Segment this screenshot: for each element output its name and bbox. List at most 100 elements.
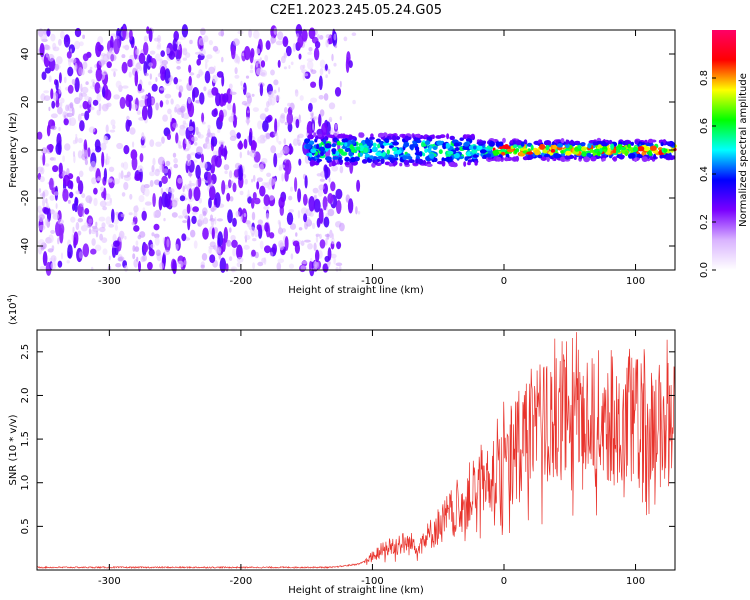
noise-mark: [129, 193, 133, 200]
noise-mark: [212, 150, 218, 156]
noise-mark: [89, 66, 93, 71]
noise-mark: [257, 261, 264, 267]
noise-mark: [263, 257, 267, 265]
noise-mark: [215, 92, 221, 107]
noise-mark: [50, 33, 56, 42]
noise-mark: [138, 195, 145, 203]
noise-mark: [295, 232, 298, 237]
noise-mark: [303, 213, 308, 223]
signal-mark: [581, 147, 587, 151]
noise-mark: [111, 208, 115, 223]
noise-mark: [155, 102, 159, 111]
noise-mark: [124, 235, 127, 240]
signal-mark: [471, 149, 478, 154]
noise-mark: [185, 215, 189, 220]
snr-marks: [36, 332, 676, 570]
signal-mark: [377, 132, 385, 138]
noise-mark: [251, 249, 256, 257]
noise-mark: [313, 242, 317, 252]
noise-mark: [172, 259, 177, 275]
noise-mark: [99, 200, 107, 208]
noise-mark: [94, 244, 102, 252]
noise-mark: [264, 245, 271, 254]
signal-mark: [382, 151, 386, 156]
noise-mark: [165, 160, 171, 166]
noise-mark: [311, 222, 316, 230]
noise-mark: [208, 66, 216, 75]
signal-mark: [599, 147, 603, 154]
noise-mark: [278, 86, 280, 93]
noise-mark: [45, 45, 51, 51]
signal-mark: [602, 157, 606, 162]
signal-mark: [344, 142, 348, 147]
noise-mark: [164, 93, 172, 99]
noise-mark: [41, 147, 48, 155]
signal-mark: [641, 156, 648, 163]
noise-mark: [143, 61, 148, 76]
noise-mark: [184, 184, 188, 190]
noise-mark: [148, 62, 153, 67]
noise-mark: [232, 182, 237, 193]
signal-mark: [332, 156, 339, 160]
noise-mark: [155, 141, 162, 147]
noise-mark: [309, 260, 312, 270]
noise-mark: [273, 153, 278, 168]
signal-mark: [448, 156, 453, 163]
noise-mark: [210, 214, 213, 221]
noise-mark: [95, 177, 102, 182]
noise-mark: [273, 131, 278, 137]
noise-mark: [163, 217, 166, 222]
noise-mark: [135, 63, 141, 70]
noise-mark: [202, 227, 209, 240]
noise-mark: [189, 72, 195, 76]
noise-mark: [178, 127, 186, 136]
noise-mark: [77, 218, 84, 223]
noise-mark: [192, 206, 200, 213]
noise-mark: [55, 100, 60, 108]
noise-mark: [298, 142, 301, 146]
signal-mark: [392, 141, 399, 146]
signal-mark: [429, 145, 433, 149]
signal-mark: [627, 143, 631, 149]
signal-mark: [404, 135, 410, 142]
noise-mark: [333, 33, 337, 41]
signal-mark: [526, 151, 534, 155]
noise-mark: [251, 93, 255, 97]
noise-mark: [82, 53, 89, 62]
colorbar-label: Normalized spectral amplitude: [738, 73, 749, 227]
signal-mark: [648, 152, 653, 156]
noise-mark: [208, 247, 212, 254]
signal-mark: [465, 138, 471, 142]
noise-mark: [83, 139, 88, 152]
noise-mark: [67, 199, 71, 204]
signal-mark: [504, 157, 509, 162]
noise-mark: [278, 196, 285, 209]
signal-mark: [344, 148, 350, 153]
noise-mark: [334, 123, 338, 130]
noise-mark: [101, 70, 108, 76]
noise-mark: [105, 156, 111, 160]
noise-mark: [65, 104, 70, 112]
noise-mark: [120, 162, 125, 168]
signal-mark: [608, 139, 613, 145]
noise-mark: [302, 72, 306, 81]
signal-mark: [307, 134, 314, 140]
noise-mark: [282, 36, 289, 48]
noise-mark: [122, 161, 129, 170]
noise-mark: [333, 257, 336, 265]
noise-mark: [343, 36, 348, 42]
noise-mark: [221, 56, 224, 63]
signal-mark: [468, 145, 473, 150]
signal-mark: [581, 151, 587, 157]
noise-mark: [276, 262, 282, 271]
noise-mark: [125, 119, 131, 132]
noise-mark: [211, 109, 218, 118]
noise-mark: [108, 166, 115, 172]
signal-mark: [636, 153, 641, 159]
noise-mark: [147, 104, 153, 119]
noise-mark: [144, 188, 150, 197]
noise-mark: [146, 54, 152, 70]
noise-mark: [53, 157, 56, 161]
noise-mark: [229, 196, 234, 202]
noise-mark: [131, 103, 138, 110]
